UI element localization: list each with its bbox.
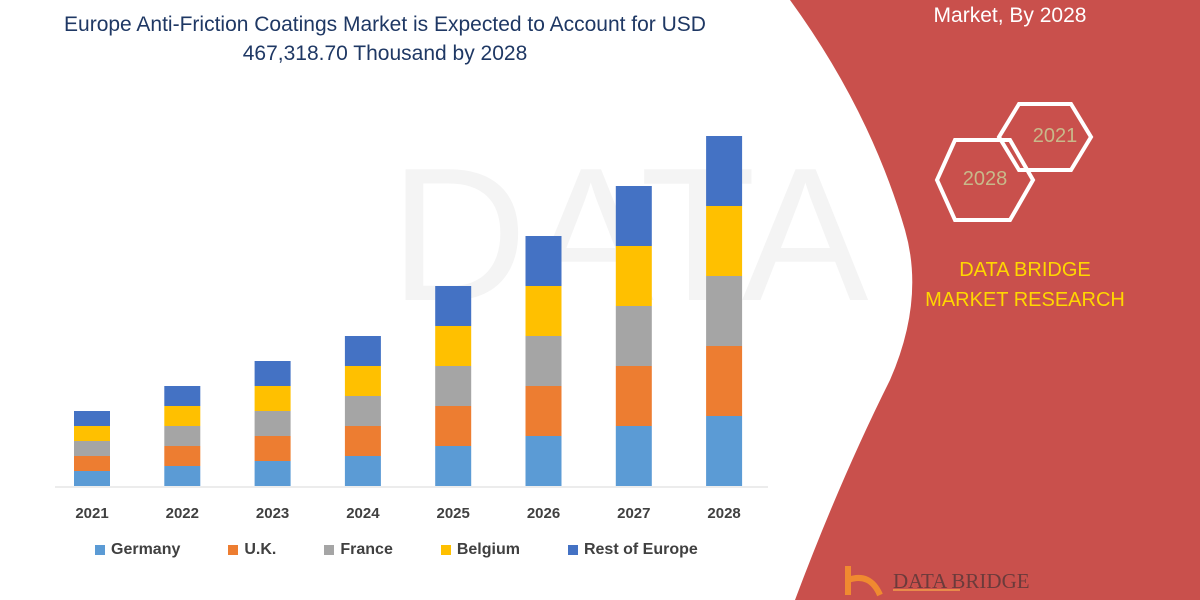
bar-segment-2027-germany: [615, 426, 652, 486]
x-tick-label: 2023: [256, 505, 289, 522]
bar-segment-2026-belgium: [525, 286, 562, 336]
hexagon-2028: [934, 138, 1036, 222]
x-tick-label: 2026: [527, 505, 560, 522]
bar-segment-2022-germany: [164, 466, 201, 486]
bar-segment-2026-u-k-: [525, 386, 562, 436]
logo-text: DATA BRIDGE: [893, 569, 1030, 593]
legend-swatch: [228, 545, 239, 555]
legend-swatch: [567, 545, 578, 555]
legend-label: Belgium: [456, 541, 520, 558]
bar-segment-2028-rest-of-europe: [706, 136, 743, 206]
bar-segment-2026-france: [525, 336, 562, 386]
legend-label: France: [340, 541, 393, 558]
stacked-bar-chart: 2021 2022 2023 2024 2025 2026 2027 2028: [55, 136, 768, 522]
bar-segment-2026-rest-of-europe: [525, 236, 562, 286]
bar-segment-2022-rest-of-europe: [164, 386, 201, 406]
side-panel-shape: [790, 0, 1200, 600]
bar-segment-2027-belgium: [615, 246, 652, 306]
bar-segment-2022-u-k-: [164, 446, 201, 466]
bar-segment-2025-belgium: [435, 326, 472, 366]
hex-label-2028: 2028: [962, 168, 1008, 190]
side-panel-title: Market, By 2028: [933, 4, 1087, 27]
bar-segment-2023-france: [254, 411, 291, 436]
bar-segment-2021-france: [74, 441, 110, 456]
bar-segment-2028-france: [706, 276, 743, 346]
bar-segment-2023-rest-of-europe: [254, 361, 291, 386]
bar-segment-2025-u-k-: [435, 406, 472, 446]
bar-segment-2024-france: [344, 396, 381, 426]
legend-item: Rest of Europe: [567, 541, 698, 559]
legend-swatch: [95, 545, 105, 555]
bar-segment-2025-germany: [435, 446, 472, 486]
bar-segment-2028-u-k-: [706, 346, 743, 416]
x-tick-label: 2025: [437, 505, 470, 522]
bar-segment-2023-germany: [254, 461, 291, 486]
bar-segment-2024-belgium: [344, 366, 381, 396]
bar-segment-2027-rest-of-europe: [615, 186, 652, 246]
bar-segment-2028-germany: [706, 416, 743, 486]
legend-label: Rest of Europe: [583, 541, 698, 558]
legend-swatch: [440, 545, 451, 555]
legend-label: U.K.: [244, 541, 277, 558]
legend-item: U.K.: [228, 541, 276, 559]
bar-segment-2021-rest-of-europe: [74, 411, 110, 426]
bar-segment-2026-germany: [525, 436, 562, 486]
legend-label: Germany: [111, 541, 181, 558]
chart-title: Europe Anti-Friction Coatings Market is …: [64, 13, 706, 65]
bar-segment-2021-u-k-: [74, 456, 110, 471]
bar-segment-2021-germany: [74, 471, 110, 486]
x-tick-label: 2022: [166, 505, 199, 522]
bar-segment-2021-belgium: [74, 426, 110, 441]
bar-segment-2023-belgium: [254, 386, 291, 411]
brand-text: DATA BRIDGE MARKET RESEARCH: [925, 259, 1125, 311]
bar-segment-2022-france: [164, 426, 201, 446]
bar-segment-2024-germany: [344, 456, 381, 486]
bar-segment-2024-u-k-: [344, 426, 381, 456]
x-tick-label: 2028: [707, 505, 740, 522]
bar-segment-2025-rest-of-europe: [435, 286, 472, 326]
logo-icon: [845, 566, 883, 597]
x-tick-label: 2027: [617, 505, 650, 522]
x-tick-label: 2024: [346, 505, 380, 522]
legend-item: Belgium: [440, 541, 520, 559]
bar-segment-2025-france: [435, 366, 472, 406]
hexagon-2021: [996, 102, 1094, 172]
legend-item: France: [324, 541, 393, 559]
x-tick-label: 2021: [75, 505, 108, 522]
bar-segment-2027-france: [615, 306, 652, 366]
legend-item: Germany: [95, 541, 180, 559]
bar-segment-2024-rest-of-europe: [344, 336, 381, 366]
legend: Germany U.K. France Belgium Rest of Europe: [95, 541, 746, 559]
hex-label-2021: 2021: [1032, 125, 1078, 147]
bar-segment-2023-u-k-: [254, 436, 291, 461]
bar-segment-2028-belgium: [706, 206, 743, 276]
legend-swatch: [324, 545, 335, 555]
bar-segment-2022-belgium: [164, 406, 201, 426]
bar-segment-2027-u-k-: [615, 366, 652, 426]
